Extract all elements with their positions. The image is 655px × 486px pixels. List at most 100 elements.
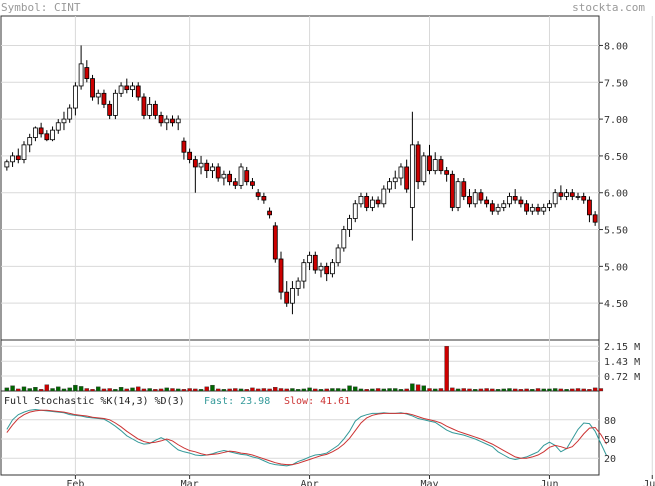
candle-body xyxy=(381,188,387,205)
candle-body xyxy=(250,181,255,186)
candle-body xyxy=(564,192,569,197)
candle-body xyxy=(221,173,227,179)
candle-body xyxy=(192,159,198,168)
candle-body xyxy=(518,199,524,205)
fast-line xyxy=(6,409,608,467)
candle-body xyxy=(44,133,50,141)
candle-body xyxy=(449,173,455,208)
candle-body xyxy=(301,262,307,282)
candle-body xyxy=(495,207,501,212)
candle-body xyxy=(318,265,324,271)
volume-bar xyxy=(518,389,524,392)
volume-bar xyxy=(170,388,175,392)
candle-body xyxy=(164,118,170,124)
candle-body xyxy=(67,107,73,120)
candle-body xyxy=(284,291,290,304)
volume-bar xyxy=(433,388,438,392)
price-tick-label: 7.50 xyxy=(604,78,628,89)
candle-body xyxy=(141,96,147,116)
volume-bar xyxy=(530,389,535,392)
candle-body xyxy=(569,192,575,197)
volume-bar xyxy=(370,388,375,392)
candle-body xyxy=(404,166,410,190)
candle-body xyxy=(335,247,341,264)
candle-body xyxy=(72,85,78,109)
volume-bar xyxy=(267,388,272,392)
symbol-label: Symbol: CINT xyxy=(1,1,81,14)
candle-body xyxy=(324,265,330,275)
x-axis-labels: Feb Mar Apr May Jun Jul xyxy=(66,475,655,486)
volume-bar xyxy=(570,388,575,392)
volume-bar xyxy=(27,388,32,392)
volume-bar xyxy=(473,389,478,392)
candle-body xyxy=(427,155,432,172)
volume-bar xyxy=(398,389,404,392)
candle-body xyxy=(227,173,233,183)
volume-bar xyxy=(176,388,181,392)
month-label: May xyxy=(420,479,438,486)
volume-bar xyxy=(307,387,312,392)
candle-body xyxy=(489,203,495,212)
volume-bar xyxy=(273,387,278,392)
volume-bar xyxy=(387,388,392,392)
candle-body xyxy=(461,181,467,197)
candle-body xyxy=(364,196,370,208)
volume-bar xyxy=(101,388,107,392)
volume-bar xyxy=(141,388,147,392)
volume-bar xyxy=(44,384,50,392)
candle-body xyxy=(312,254,318,271)
volume-bar xyxy=(147,388,152,392)
candle-body xyxy=(387,181,392,190)
volume-bar xyxy=(404,388,409,392)
candle-body xyxy=(352,203,358,219)
volume-bar xyxy=(153,389,158,392)
volume-bar xyxy=(290,388,295,392)
candle-body xyxy=(204,162,210,172)
candle-body xyxy=(529,207,535,212)
stochastic-tick-label: 50 xyxy=(604,435,616,446)
candle-body xyxy=(369,199,375,208)
candle-body xyxy=(278,258,284,293)
volume-bar xyxy=(187,388,192,392)
candle-body xyxy=(170,118,175,124)
price-tick-label: 6.50 xyxy=(604,152,628,163)
volume-bar xyxy=(215,388,221,392)
candle-body xyxy=(78,63,84,87)
candle-body xyxy=(432,159,438,172)
volume-bar xyxy=(118,387,124,392)
candle-body xyxy=(558,192,564,197)
candle-body xyxy=(347,218,352,230)
volume-bar xyxy=(330,388,335,392)
candle-body xyxy=(392,177,398,183)
candle-body xyxy=(61,118,67,124)
price-panel xyxy=(0,15,600,341)
candle-body xyxy=(181,140,187,153)
candle-body xyxy=(267,210,272,216)
candle-body xyxy=(55,122,61,131)
candle-body xyxy=(507,196,512,205)
candle-body xyxy=(255,192,261,197)
volume-tick-label: 1.43 M xyxy=(604,357,640,368)
volume-bar xyxy=(204,386,209,392)
price-tick-label: 5.00 xyxy=(604,262,628,273)
volume-bar xyxy=(324,388,329,392)
candle-body xyxy=(147,103,153,116)
volume-bar xyxy=(261,388,267,392)
volume-bar xyxy=(301,388,307,392)
volume-bar xyxy=(564,389,569,392)
month-label: Mar xyxy=(181,479,199,486)
candle-body xyxy=(152,103,158,116)
candle-body xyxy=(375,199,381,205)
stochastic-lines xyxy=(6,409,608,467)
volume-bar xyxy=(393,388,398,392)
candle-body xyxy=(295,280,301,289)
candle-body xyxy=(552,192,558,205)
volume-bar xyxy=(124,388,129,392)
candle-body xyxy=(21,144,27,160)
volume-bar xyxy=(335,388,341,392)
volume-bar xyxy=(478,388,484,392)
volume-bars xyxy=(4,346,604,392)
candle-body xyxy=(10,155,15,163)
volume-bar xyxy=(33,387,38,392)
